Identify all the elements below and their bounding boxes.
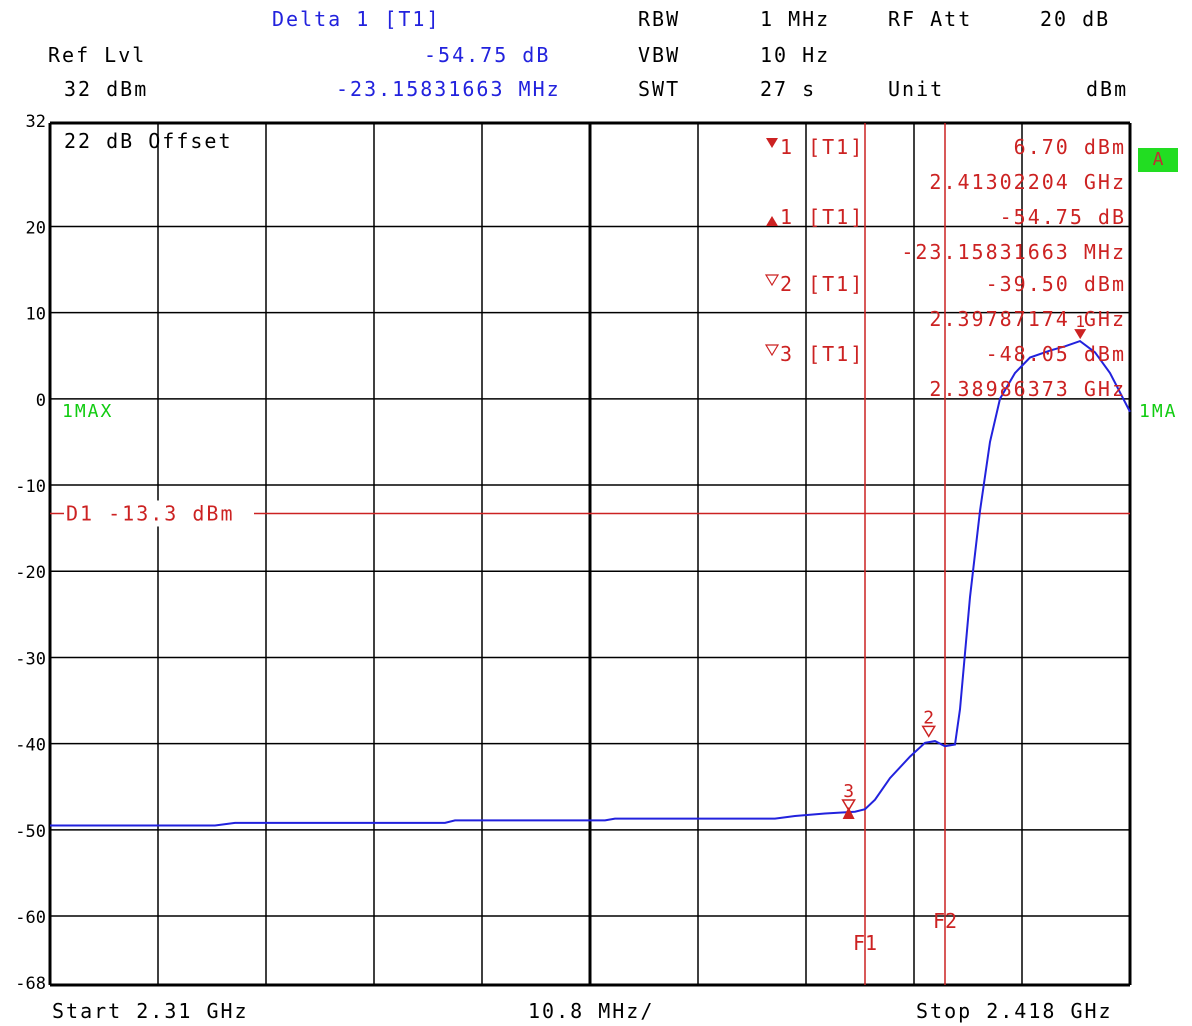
y-tick-labels: 32 20 10 0 -10 -20 -30 -40 -50 -60 -68 <box>15 112 46 994</box>
delta-marker-symbol <box>842 807 855 820</box>
unit-value: dBm <box>1086 77 1129 101</box>
trace-layer <box>50 339 1131 827</box>
marker-table: 1 [T1] 6.70 dBm 2.41302204 GHz 1 [T1] -54.75… <box>764 135 1126 401</box>
trace-markers: 1 2 3 <box>841 312 1087 820</box>
ref-lvl-label: Ref Lvl <box>48 43 147 67</box>
span-per-division: 10.8 MHz/ <box>528 999 655 1023</box>
vbw-label: VBW <box>638 43 681 67</box>
marker-symbol <box>921 725 937 738</box>
y-tick-label: -30 <box>15 649 46 669</box>
y-tick-label: -60 <box>15 908 46 928</box>
rbw-value: 1 MHz <box>760 7 831 31</box>
marker-table-frequency: 2.38986373 GHz <box>929 377 1126 401</box>
marker-table-value: -39.50 dBm <box>986 272 1126 296</box>
marker-symbol <box>841 799 856 812</box>
start-frequency: Start 2.31 GHz <box>52 999 249 1023</box>
marker-table-symbol <box>764 274 780 287</box>
marker-table-label: 1 [T1] <box>780 135 864 159</box>
rf-att-value: 20 dB <box>1040 7 1111 31</box>
marker-table-symbol <box>766 216 778 226</box>
marker-label: 2 <box>923 707 934 728</box>
marker-table-frequency: 2.39787174 GHz <box>929 307 1126 331</box>
grid <box>48 121 1132 987</box>
marker-table-frequency: -23.15831663 MHz <box>901 240 1126 264</box>
marker-table-label: 3 [T1] <box>780 342 864 366</box>
rf-att-label: RF Att <box>888 7 973 31</box>
marker-table-value: -54.75 dB <box>1000 205 1126 229</box>
frequency-line-label: F2 <box>933 909 957 933</box>
swt-label: SWT <box>638 77 681 101</box>
y-tick-label: -40 <box>15 736 46 756</box>
marker-label: 1 <box>1075 312 1085 331</box>
ref-lvl-value: 32 dBm <box>64 77 149 101</box>
delta-frequency: -23.15831663 MHz <box>336 77 561 101</box>
trace-label-left: 1MAX <box>62 401 114 422</box>
marker-table-label: 2 [T1] <box>780 272 864 296</box>
y-tick-label: 0 <box>36 391 46 411</box>
y-tick-label: -68 <box>15 974 46 994</box>
y-tick-label: -50 <box>15 822 46 842</box>
vbw-value: 10 Hz <box>760 43 831 67</box>
trace-badge: A <box>1138 148 1178 172</box>
marker-lines: D1 -13.3 dBm F1 F2 <box>50 123 1130 985</box>
unit-label: Unit <box>888 77 945 101</box>
trace-label-right: 1MA <box>1139 401 1178 422</box>
display-line-label: D1 -13.3 dBm <box>66 501 235 525</box>
swt-value: 27 s <box>760 77 817 101</box>
marker-table-value: 6.70 dBm <box>1014 135 1126 159</box>
delta-title: Delta 1 [T1] <box>272 7 441 31</box>
marker-table-label: 1 [T1] <box>780 205 864 229</box>
rbw-label: RBW <box>638 7 681 31</box>
display-line-label-bg <box>64 500 254 527</box>
y-tick-label: -10 <box>15 477 46 497</box>
offset-label: 22 dB Offset <box>64 129 233 153</box>
marker-table-symbol <box>764 344 780 357</box>
y-tick-label: 32 <box>26 112 46 132</box>
marker-label: 3 <box>843 781 854 802</box>
y-tick-label: 20 <box>26 218 46 238</box>
marker-table-symbol <box>766 138 778 148</box>
frequency-line-label: F1 <box>853 931 877 955</box>
stop-frequency: Stop 2.418 GHz <box>916 999 1113 1023</box>
y-tick-label: 10 <box>26 305 46 325</box>
marker-table-frequency: 2.41302204 GHz <box>929 170 1126 194</box>
trace-line <box>50 339 1131 827</box>
delta-value: -54.75 dB <box>424 43 551 67</box>
marker-table-value: -48.05 dBm <box>986 342 1126 366</box>
y-tick-label: -20 <box>15 563 46 583</box>
marker-symbol <box>1074 329 1087 340</box>
